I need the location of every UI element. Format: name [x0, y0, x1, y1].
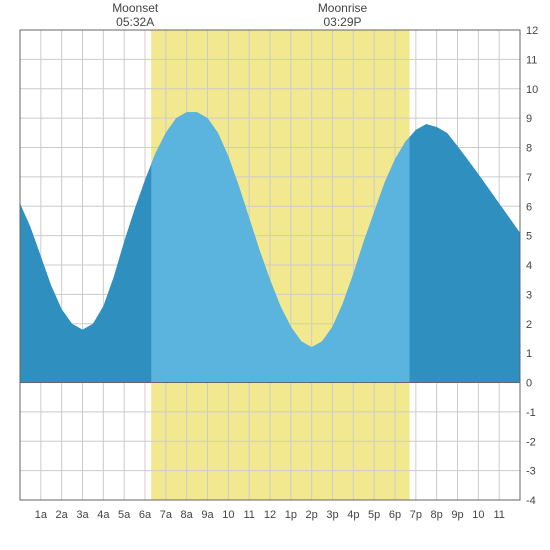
y-tick-label: 12 — [526, 25, 538, 37]
x-tick-label: 9a — [201, 509, 214, 521]
x-tick-label: 4a — [97, 509, 110, 521]
x-tick-label: 12 — [264, 509, 276, 521]
x-tick-label: 11 — [493, 509, 504, 521]
y-tick-label: 4 — [526, 260, 532, 272]
x-tick-label: 9p — [451, 509, 463, 521]
y-tick-label: 2 — [526, 319, 532, 331]
y-tick-label: 10 — [526, 84, 538, 96]
y-tick-label: -4 — [526, 495, 536, 507]
moonrise-label: Moonrise — [318, 1, 368, 15]
y-tick-label: 1 — [526, 348, 532, 360]
y-tick-label: -1 — [526, 407, 536, 419]
x-tick-label: 11 — [243, 509, 254, 521]
y-tick-label: 3 — [526, 289, 532, 301]
x-tick-label: 8a — [181, 509, 194, 521]
x-tick-label: 3p — [326, 509, 338, 521]
x-tick-label: 10 — [222, 509, 234, 521]
x-tick-label: 10 — [472, 509, 484, 521]
y-tick-label: 8 — [526, 143, 532, 155]
y-tick-label: 7 — [526, 172, 532, 184]
tide-chart: -4-3-2-101234567891011121a2a3a4a5a6a7a8a… — [0, 0, 550, 550]
y-tick-label: 11 — [526, 54, 537, 66]
y-tick-label: -3 — [526, 466, 536, 478]
moonrise-value: 03:29P — [323, 15, 361, 29]
x-tick-label: 4p — [347, 509, 359, 521]
y-tick-label: 9 — [526, 113, 532, 125]
moonset-label: Moonset — [112, 1, 159, 15]
y-tick-label: 6 — [526, 201, 532, 213]
tide-chart-svg: -4-3-2-101234567891011121a2a3a4a5a6a7a8a… — [0, 0, 550, 550]
y-tick-label: 0 — [526, 378, 532, 390]
x-tick-label: 6p — [389, 509, 401, 521]
x-tick-label: 7p — [410, 509, 422, 521]
x-tick-label: 5a — [118, 509, 131, 521]
x-tick-label: 6a — [139, 509, 152, 521]
y-tick-label: 5 — [526, 231, 532, 243]
x-tick-label: 7a — [160, 509, 173, 521]
x-tick-label: 8p — [431, 509, 443, 521]
x-tick-label: 1a — [35, 509, 48, 521]
x-tick-label: 2p — [306, 509, 318, 521]
x-tick-label: 5p — [368, 509, 380, 521]
x-tick-label: 2a — [56, 509, 69, 521]
moonset-value: 05:32A — [116, 15, 154, 29]
x-tick-label: 3a — [76, 509, 89, 521]
x-tick-label: 1p — [285, 509, 297, 521]
y-tick-label: -2 — [526, 436, 536, 448]
